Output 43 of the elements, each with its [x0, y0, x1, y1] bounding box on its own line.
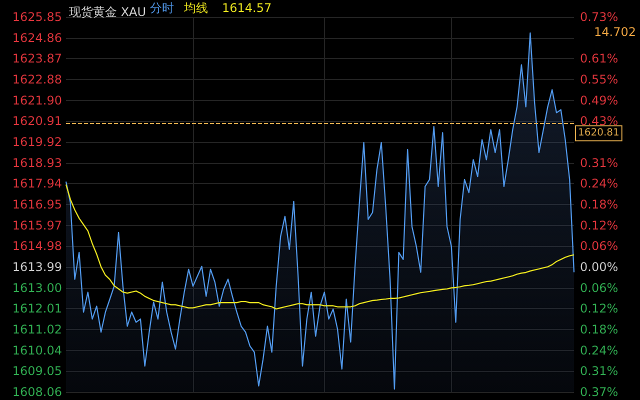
y2-tick-label: 0.06% — [580, 239, 618, 254]
y-tick-label: 1622.88 — [12, 72, 62, 87]
y2-tick-label: 0.73% — [580, 10, 618, 24]
y2-tick-label: 0.43% — [580, 114, 618, 128]
y-tick-label: 1616.95 — [12, 198, 62, 212]
text: 14.702 — [594, 25, 636, 39]
chart-title: 现货黄金 XAU — [69, 5, 146, 19]
y-tick-label: 1610.04 — [12, 343, 62, 358]
y-tick-label: 1617.94 — [12, 176, 62, 191]
y2-tick-label: 0.12% — [580, 302, 618, 316]
y-tick-label: 1608.06 — [12, 385, 62, 399]
y2-tick-label: 0.24% — [580, 176, 618, 191]
y-tick-label: 1615.97 — [12, 218, 62, 232]
y-tick-label: 1623.87 — [12, 52, 62, 66]
y-tick-label: 1613.00 — [12, 280, 62, 295]
y2-tick-label: 0.18% — [580, 198, 618, 212]
y2-tick-label: 0.12% — [580, 218, 618, 232]
y2-tick-label: 0.31% — [580, 156, 618, 170]
ref-line-label: 1620.81 — [578, 128, 620, 139]
y-tick-label: 1625.85 — [12, 10, 62, 24]
y2-tick-label: 0.06% — [580, 280, 618, 295]
y2-tick-label: 0.24% — [580, 343, 618, 358]
y2-tick-label: 0.55% — [580, 72, 618, 86]
text: 均线 — [183, 1, 208, 15]
y2-tick-label: 0.31% — [580, 364, 618, 378]
y2-tick-label: 0.37% — [580, 385, 618, 399]
y-tick-label: 1611.02 — [12, 322, 62, 337]
y2-tick-label: 0.18% — [580, 322, 618, 336]
y-tick-label: 1613.99 — [12, 260, 62, 274]
y-tick-label: 1618.93 — [12, 156, 62, 170]
text: 分时 — [150, 1, 174, 15]
y2-tick-label: 0.00% — [580, 260, 618, 274]
y-tick-label: 1619.92 — [12, 135, 62, 149]
y-tick-label: 1620.91 — [12, 114, 62, 128]
y-tick-label: 1612.01 — [12, 302, 62, 316]
text: 1614.57 — [222, 1, 272, 15]
y2-tick-label: 0.49% — [580, 93, 618, 108]
y-tick-label: 1609.05 — [12, 364, 62, 378]
y2-tick-label: 0.61% — [580, 52, 618, 66]
y-tick-label: 1621.90 — [12, 93, 62, 108]
y-tick-label: 1624.86 — [12, 30, 62, 45]
y-tick-label: 1614.98 — [12, 239, 62, 254]
line-series — [65, 184, 575, 310]
